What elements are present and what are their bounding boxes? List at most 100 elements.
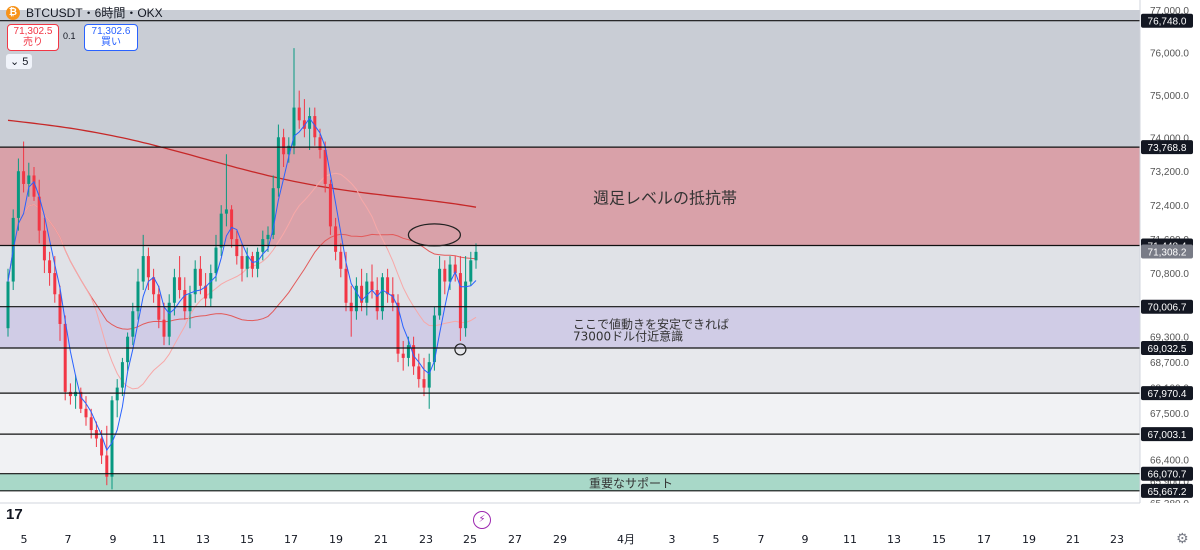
time-tick: 17 [284,533,298,546]
candle-body [318,137,322,151]
candle-body [162,319,166,337]
time-tick: 19 [329,533,343,546]
lightning-icon[interactable]: ⚡ [473,511,491,529]
candle-body [391,294,395,303]
price-tick: 70,800.0 [1150,269,1189,280]
level-price-label: 67,970.4 [1148,389,1187,400]
candle-body [89,417,93,431]
level-price-label: 67,003.1 [1148,430,1187,441]
price-tick: 67,500.0 [1150,409,1189,420]
price-tick: 72,400.0 [1150,201,1189,212]
candle-body [406,345,410,358]
price-tick: 66,400.0 [1150,456,1189,467]
time-tick: 13 [196,533,210,546]
stable-zone-label-1: ここで値動きを安定できれば [573,317,729,332]
candle-body [308,116,312,129]
candle-body [79,391,83,409]
time-tick: 5 [713,533,720,546]
candle-body [464,281,468,329]
level-price-badge [1141,386,1193,401]
candle-body [453,264,457,274]
price-tick: 74,000.0 [1150,133,1189,144]
indicators-toggle[interactable]: ⌄ 5 [6,54,33,69]
ma-200-line [7,119,477,208]
symbol-header[interactable]: ₿ BTCUSDT・6時間・OKX [6,4,163,21]
candle-body [427,362,431,388]
candle-body [136,281,140,312]
candle-body [48,260,52,274]
candle-body [68,391,72,397]
time-tick: 7 [65,533,72,546]
level-price-label: 73,768.8 [1148,143,1187,154]
candle-body [32,175,36,197]
candle-body [375,290,379,312]
candle-body [115,387,119,401]
time-tick: 25 [463,533,477,546]
candle-body [266,234,270,240]
candle-body [271,188,275,235]
candle-body [178,277,182,291]
background-band-0 [0,10,1140,148]
time-tick: 7 [758,533,765,546]
buy-button[interactable]: 71,302.6 買い [84,24,138,51]
bitcoin-icon: ₿ [6,5,20,20]
candle-body [432,315,436,363]
background-band-1 [0,245,1140,307]
sell-button[interactable]: 71,302.5 売り [7,24,59,51]
price-tick: 76,000.0 [1150,48,1189,59]
time-tick: 15 [932,533,946,546]
candle-body [313,116,317,138]
time-tick: 23 [1110,533,1124,546]
price-tick: 73,200.0 [1150,167,1189,178]
level-price-badge [1141,299,1193,314]
time-tick: 27 [508,533,522,546]
current-price-badge [1141,244,1193,259]
buy-price: 71,302.6 [91,26,131,37]
candle-body [380,277,384,312]
sell-price: 71,302.5 [13,26,53,37]
stable-zone-label-2: 73000ドル付近意識 [573,329,683,344]
level-price-label: 76,748.0 [1148,17,1187,28]
candle-body [323,150,327,184]
level-price-badge [1141,13,1193,28]
candle-body [276,137,280,189]
candle-body [131,311,135,337]
candle-body [146,256,150,278]
gear-icon[interactable]: ⚙ [1176,530,1189,546]
current-price-label: 71,308.2 [1148,247,1187,258]
candle-body [22,171,26,184]
time-tick: 17 [977,533,991,546]
resistance-zone [0,147,1140,246]
candle-body [422,379,426,388]
price-tick: 65,900.0 [1150,477,1189,488]
candle-body [354,285,358,312]
candle-body [469,260,473,282]
tradingview-logo[interactable]: 17 [6,506,23,523]
background-band-3 [0,393,1140,474]
candle-body [245,256,249,269]
candle-body [224,209,228,214]
level-price-badge [1141,341,1193,356]
time-tick: 23 [419,533,433,546]
candle-body [370,281,374,291]
time-tick: 29 [553,533,567,546]
time-tick: 15 [240,533,254,546]
time-tick: 9 [802,533,809,546]
candle-body [292,107,296,146]
candle-body [287,145,291,155]
time-axis-background [0,503,1200,550]
price-tick: 77,000.0 [1150,6,1189,17]
support-zone [0,473,1140,491]
price-tick: 69,300.0 [1150,333,1189,344]
candle-body [230,209,234,240]
resistance-test-circle [407,223,461,247]
candle-body [63,323,67,392]
candle-body [282,137,286,155]
candle-body [16,171,20,218]
candle-body [193,268,197,295]
level-price-badge [1141,427,1193,442]
candle-body [167,302,171,337]
candle-body [6,281,10,329]
